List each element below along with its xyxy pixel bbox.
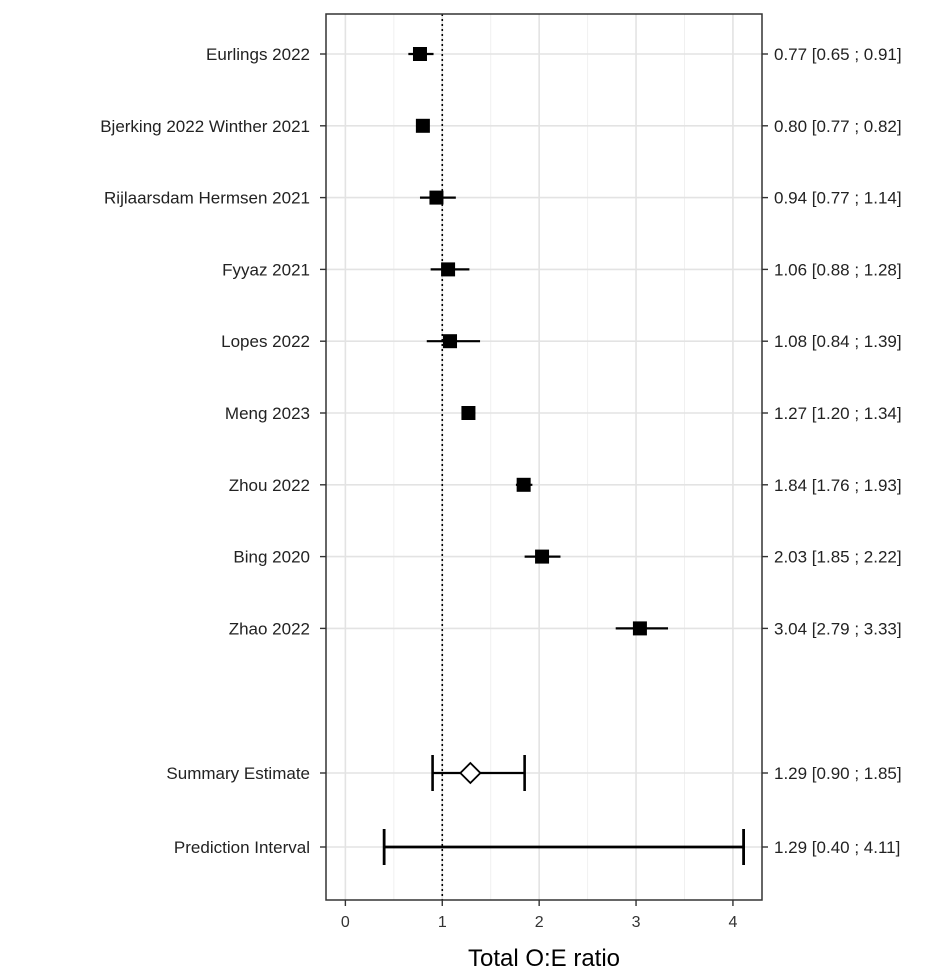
ci-label: 1.29 [0.40 ; 4.11] bbox=[774, 838, 900, 857]
summary-diamond bbox=[459, 761, 482, 785]
ci-label: 1.29 [0.90 ; 1.85] bbox=[774, 764, 902, 783]
x-tick-label: 1 bbox=[438, 914, 447, 931]
plot-marks bbox=[382, 47, 745, 865]
point-estimate-square bbox=[429, 190, 444, 205]
x-tick-label: 3 bbox=[632, 914, 641, 931]
study-label: Summary Estimate bbox=[166, 764, 310, 783]
x-tick-label: 0 bbox=[341, 914, 350, 931]
ci-label: 1.06 [0.88 ; 1.28] bbox=[774, 260, 902, 279]
study-label: Bjerking 2022 Winther 2021 bbox=[100, 117, 310, 136]
x-axis-title: Total O:E ratio bbox=[468, 945, 620, 972]
ci-label: 1.84 [1.76 ; 1.93] bbox=[774, 476, 902, 495]
point-estimate-square bbox=[461, 406, 476, 420]
point-estimate-square bbox=[441, 262, 456, 277]
point-estimate-square bbox=[443, 334, 458, 349]
grid-minor bbox=[393, 14, 685, 900]
x-tick-label: 4 bbox=[728, 914, 737, 931]
study-label: Meng 2023 bbox=[225, 404, 310, 423]
x-tick-label: 2 bbox=[535, 914, 544, 931]
study-label: Eurlings 2022 bbox=[206, 45, 310, 64]
study-label: Zhao 2022 bbox=[229, 619, 310, 638]
point-estimate-square bbox=[516, 477, 531, 492]
point-estimate-square bbox=[412, 47, 427, 61]
ci-labels: 0.77 [0.65 ; 0.91] 0.80 [0.77 ; 0.82] 0.94… bbox=[762, 45, 902, 857]
study-label: Prediction Interval bbox=[174, 838, 310, 857]
study-label: Bing 2020 bbox=[233, 548, 310, 567]
ci-label: 0.77 [0.65 ; 0.91] bbox=[774, 45, 902, 64]
point-estimate-square bbox=[632, 621, 647, 636]
point-estimate-square bbox=[415, 118, 430, 133]
ci-label: 3.04 [2.79 ; 3.33] bbox=[774, 619, 902, 638]
plot-panel-border bbox=[325, 13, 763, 901]
plot-panel-background bbox=[326, 14, 762, 900]
ci-label: 0.94 [0.77 ; 1.14] bbox=[774, 189, 902, 208]
ci-label: 1.08 [0.84 ; 1.39] bbox=[774, 332, 902, 351]
study-label: Fyyaz 2021 bbox=[222, 260, 310, 279]
study-label: Lopes 2022 bbox=[221, 332, 310, 351]
point-estimate-square bbox=[535, 549, 550, 564]
x-axis: 0 1 2 3 4 bbox=[341, 900, 737, 931]
grid-major bbox=[326, 14, 762, 900]
study-label: Zhou 2022 bbox=[229, 476, 310, 495]
study-label: Rijlaarsdam Hermsen 2021 bbox=[104, 189, 310, 208]
ci-label: 0.80 [0.77 ; 0.82] bbox=[774, 117, 902, 136]
study-labels: Eurlings 2022 Bjerking 2022 Winther 2021 R… bbox=[100, 45, 326, 857]
ci-label: 1.27 [1.20 ; 1.34] bbox=[774, 404, 902, 423]
ci-label: 2.03 [1.85 ; 2.22] bbox=[774, 548, 902, 567]
